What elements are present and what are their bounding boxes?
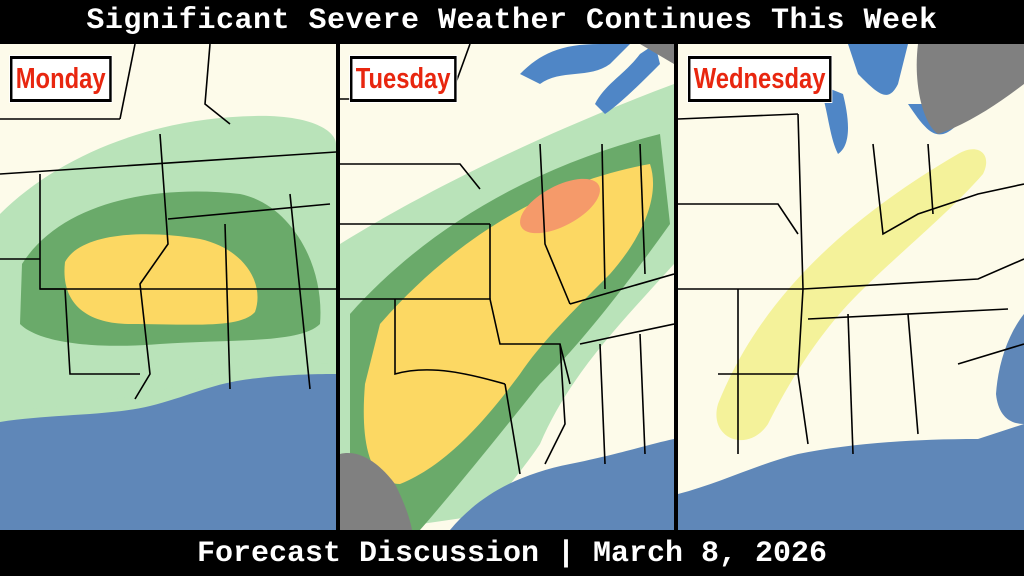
map-wednesday	[678, 44, 1024, 530]
map-panel-wednesday: Wednesday	[678, 44, 1024, 530]
page-title: Significant Severe Weather Continues Thi…	[86, 4, 938, 38]
map-tuesday	[340, 44, 674, 530]
gulf-water	[0, 363, 336, 530]
footer-caption: Forecast Discussion | March 8, 2026	[196, 537, 828, 571]
risk-moderate	[520, 178, 600, 234]
map-monday	[0, 44, 336, 530]
map-panel-tuesday: Tuesday	[340, 44, 674, 530]
state-borders	[678, 113, 1024, 455]
risk-enhanced	[64, 234, 258, 325]
day-label-tuesday: Tuesday	[350, 56, 457, 102]
map-panel-monday: Monday	[0, 44, 336, 530]
great-lakes	[520, 44, 674, 114]
risk-enhanced	[363, 164, 654, 484]
day-label-monday: Monday	[10, 56, 112, 102]
risk-wednesday	[716, 149, 987, 441]
day-label-wednesday: Wednesday	[688, 56, 832, 102]
gulf-water	[450, 439, 674, 530]
atlantic-water	[996, 314, 1024, 424]
gulf-water	[678, 424, 1024, 530]
state-borders	[0, 44, 336, 400]
great-lakes	[818, 44, 1024, 154]
state-borders	[340, 44, 674, 475]
mexico-land	[340, 453, 412, 530]
